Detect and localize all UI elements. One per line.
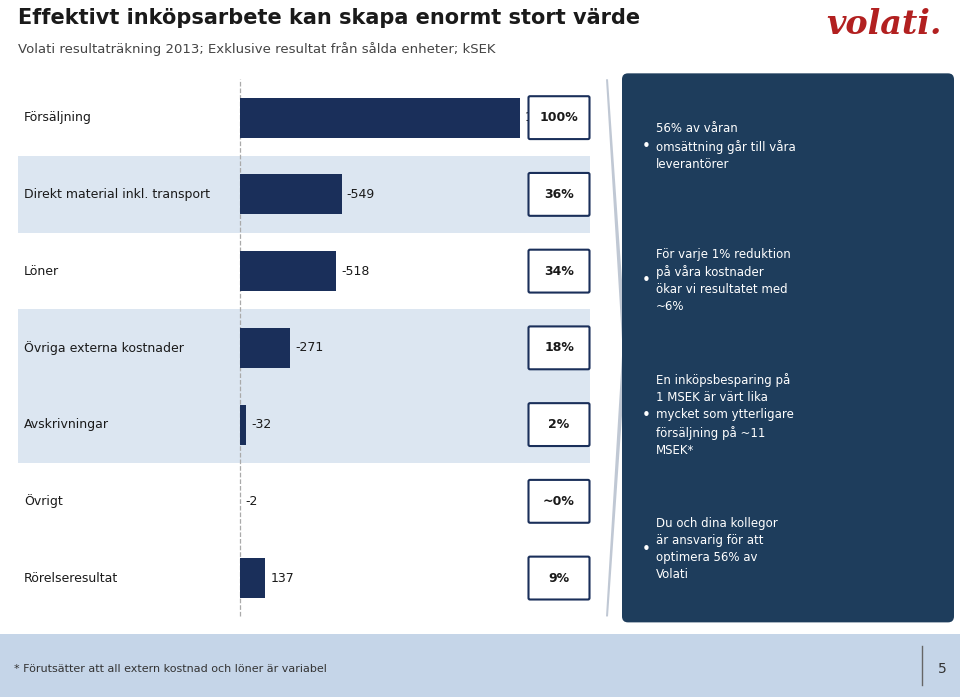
FancyBboxPatch shape [529, 96, 589, 139]
Text: -271: -271 [296, 342, 324, 354]
FancyBboxPatch shape [529, 403, 589, 446]
Bar [18, 156, 590, 233]
Bar [240, 251, 336, 291]
Bar [18, 539, 590, 616]
Text: Direkt material inkl. transport: Direkt material inkl. transport [24, 188, 210, 201]
FancyBboxPatch shape [529, 480, 589, 523]
Text: Effektivt inköpsarbete kan skapa enormt stort värde: Effektivt inköpsarbete kan skapa enormt … [18, 8, 640, 28]
Text: 2%: 2% [548, 418, 569, 431]
Bar [240, 558, 265, 598]
Text: 137: 137 [271, 572, 294, 585]
Text: För varje 1% reduktion
på våra kostnader
ökar vi resultatet med
~6%: För varje 1% reduktion på våra kostnader… [656, 248, 791, 314]
Text: 5: 5 [938, 661, 947, 675]
Text: •: • [642, 273, 651, 289]
FancyBboxPatch shape [622, 73, 954, 622]
FancyBboxPatch shape [529, 173, 589, 216]
Text: •: • [642, 139, 651, 154]
Bar [18, 309, 590, 386]
Text: 18%: 18% [544, 342, 574, 354]
Bar [18, 79, 590, 156]
Text: •: • [642, 542, 651, 557]
Polygon shape [598, 79, 626, 616]
Text: volati.: volati. [827, 8, 942, 41]
Text: En inköpsbesparing på
1 MSEK är värt lika
mycket som ytterligare
försäljning på : En inköpsbesparing på 1 MSEK är värt lik… [656, 374, 794, 457]
Bar [240, 405, 246, 445]
Bar [18, 233, 590, 309]
Text: Avskrivningar: Avskrivningar [24, 418, 109, 431]
Text: Löner: Löner [24, 265, 60, 277]
Text: -32: -32 [251, 418, 271, 431]
Text: Rörelseresultat: Rörelseresultat [24, 572, 118, 585]
Text: -518: -518 [341, 265, 370, 277]
Text: Övrigt: Övrigt [24, 494, 62, 508]
Text: * Förutsätter att all extern kostnad och löner är variabel: * Förutsätter att all extern kostnad och… [14, 664, 326, 674]
Bar [18, 386, 590, 463]
Text: 36%: 36% [544, 188, 574, 201]
FancyBboxPatch shape [529, 250, 589, 293]
Text: Volati resultaträkning 2013; Exklusive resultat från sålda enheter; kSEK: Volati resultaträkning 2013; Exklusive r… [18, 42, 495, 56]
Text: •: • [642, 408, 651, 422]
Text: 100%: 100% [540, 111, 578, 124]
FancyBboxPatch shape [529, 326, 589, 369]
Text: 1,509: 1,509 [525, 111, 561, 124]
Text: 9%: 9% [548, 572, 569, 585]
Bar [240, 328, 290, 368]
FancyBboxPatch shape [529, 557, 589, 599]
Text: -2: -2 [246, 495, 257, 508]
Bar [240, 174, 342, 215]
Text: Övriga externa kostnader: Övriga externa kostnader [24, 341, 184, 355]
Text: 34%: 34% [544, 265, 574, 277]
Bar [240, 98, 520, 137]
Text: -549: -549 [347, 188, 375, 201]
Text: Du och dina kollegor
är ansvarig för att
optimera 56% av
Volati: Du och dina kollegor är ansvarig för att… [656, 517, 778, 581]
Bar [18, 463, 590, 539]
Text: ~0%: ~0% [543, 495, 575, 508]
Text: Försäljning: Försäljning [24, 111, 92, 124]
Text: 56% av våran
omsättning går till våra
leverantörer: 56% av våran omsättning går till våra le… [656, 122, 796, 171]
